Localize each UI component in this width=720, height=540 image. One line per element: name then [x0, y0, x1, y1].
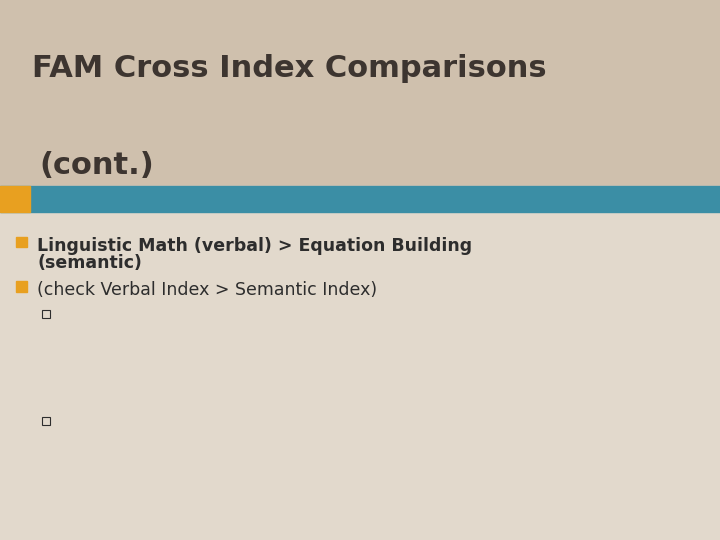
- Text: (check Verbal Index > Semantic Index): (check Verbal Index > Semantic Index): [37, 281, 377, 299]
- Text: manipulatives (e.g., dice, dominoes, Unifix cubes) can help to: manipulatives (e.g., dice, dominoes, Uni…: [56, 494, 510, 509]
- Text: skills pertaining to math symbolic information. This: skills pertaining to math symbolic infor…: [139, 330, 521, 346]
- Text: reasoning.: reasoning.: [56, 402, 133, 417]
- Text: strengthen magnitude representations before learning: strengthen magnitude representations bef…: [56, 511, 457, 526]
- Text: should be geared towards encouraging: should be geared towards encouraging: [237, 422, 528, 437]
- Text: when engaged in quantitative: when engaged in quantitative: [296, 384, 521, 399]
- Text: FAM Cross Index Comparisons: FAM Cross Index Comparisons: [32, 54, 547, 83]
- Text: Linguistic Math (verbal) > Equation Building: Linguistic Math (verbal) > Equation Buil…: [37, 237, 472, 254]
- Text: background, knowledge and experiences to develop a greater: background, knowledge and experiences to…: [56, 458, 512, 473]
- Text: deficits in executive: deficits in executive: [341, 313, 488, 328]
- Text: vocabulary terms but may: vocabulary terms but may: [56, 366, 255, 381]
- Text: struggle with the logical: struggle with the logical: [255, 366, 432, 381]
- Text: (cont.): (cont.): [40, 151, 154, 180]
- Text: (semantic): (semantic): [37, 254, 143, 272]
- Text: students to learn math context more relevant to their: students to learn math context more rele…: [56, 440, 450, 455]
- Text: functioning: functioning: [56, 330, 139, 346]
- Text: arrangements of symbolic codes: arrangements of symbolic codes: [56, 384, 296, 399]
- Text: mathematical shorthand or symbolic information. Using a Bar: mathematical shorthand or symbolic infor…: [56, 529, 510, 540]
- Text: understanding of a particular concepts. The use of: understanding of a particular concepts. …: [56, 476, 428, 491]
- Text: Specific interventions: Specific interventions: [56, 422, 237, 437]
- Text: This response pattern suggests a core: This response pattern suggests a core: [56, 313, 341, 328]
- Text: response pattern suggests that the student understands math: response pattern suggests that the stude…: [56, 348, 516, 363]
